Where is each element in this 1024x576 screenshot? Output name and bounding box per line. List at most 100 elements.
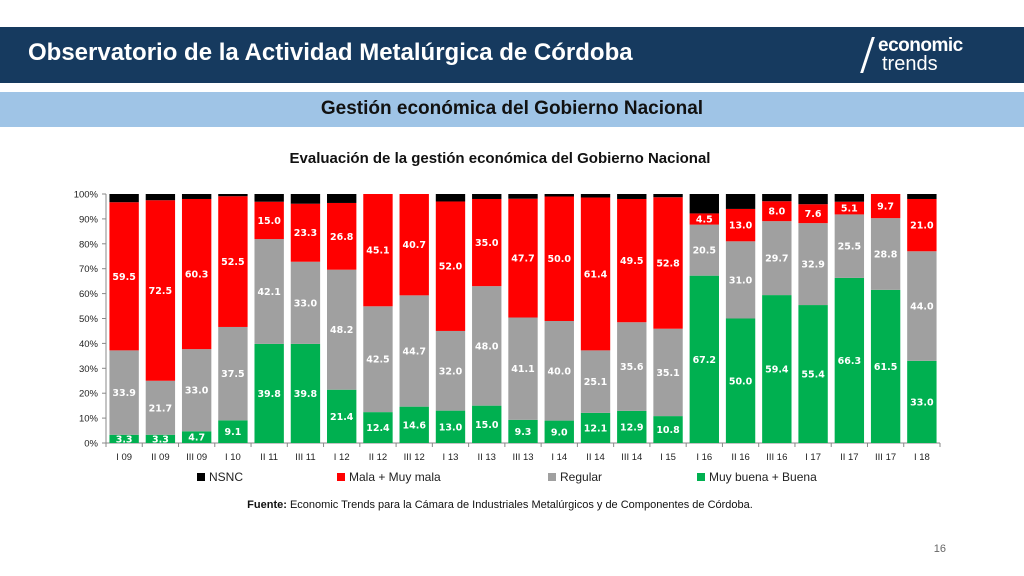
bar-segment: [399, 406, 429, 443]
bar-segment: [617, 194, 647, 199]
bar-segment: [798, 223, 828, 306]
data-label: 52.5: [221, 257, 244, 268]
bar-segment: [327, 389, 357, 443]
x-tick-label: III 12: [404, 452, 425, 463]
legend-label: NSNC: [209, 470, 243, 484]
data-label: 45.1: [366, 246, 389, 257]
data-label: 50.0: [729, 376, 753, 387]
data-label: 15.0: [257, 216, 281, 227]
bar-segment: [762, 201, 792, 222]
bar-segment: [181, 349, 212, 432]
bar-segment: [580, 350, 611, 413]
bar-segment: [653, 194, 683, 198]
data-label: 12.4: [366, 423, 390, 434]
bar-segment: [725, 208, 756, 242]
data-label: 32.0: [439, 366, 463, 377]
logo-line-2: trends: [882, 53, 938, 75]
data-label: 61.4: [584, 269, 608, 280]
bar-segment: [544, 320, 574, 421]
data-label: 4.5: [696, 215, 713, 226]
bar-segment: [109, 434, 139, 443]
data-label: 44.0: [910, 302, 934, 313]
page-number: 16: [933, 543, 946, 555]
bar-segment: [689, 213, 719, 225]
bar-segment: [109, 350, 139, 435]
bar-segment: [580, 197, 611, 351]
data-label: 49.5: [620, 256, 643, 267]
bar-segment: [290, 194, 321, 204]
bar-segment: [327, 202, 357, 270]
data-label: 12.1: [584, 423, 607, 434]
x-tick-label: I 18: [914, 452, 930, 463]
data-label: 10.8: [656, 425, 680, 436]
bar-segment: [254, 343, 284, 443]
bar-segment: [580, 412, 611, 443]
y-tick-label: 50%: [79, 314, 99, 325]
data-label: 52.8: [656, 258, 680, 269]
bar-segment: [834, 194, 865, 202]
legend-label: Mala + Muy mala: [349, 470, 441, 484]
data-label: 42.5: [366, 355, 389, 366]
bar-segment: [907, 194, 937, 199]
data-label: 35.6: [620, 362, 644, 373]
y-tick-label: 70%: [79, 264, 99, 275]
bar-segment: [290, 203, 321, 262]
bar-segment: [834, 201, 865, 215]
data-label: 25.5: [838, 242, 861, 253]
data-label: 29.7: [765, 254, 788, 265]
bar-segment: [653, 197, 683, 329]
data-label: 14.6: [402, 420, 426, 431]
y-tick-label: 90%: [79, 214, 99, 225]
data-label: 33.0: [294, 298, 318, 309]
bar-segment: [762, 194, 792, 202]
y-tick-label: 40%: [79, 339, 99, 350]
header-bar: Observatorio de la Actividad Metalúrgica…: [0, 27, 1024, 83]
bar-segment: [472, 198, 502, 287]
bar-segment: [435, 201, 466, 331]
data-label: 44.7: [402, 346, 425, 357]
data-label: 39.8: [294, 389, 318, 400]
data-label: 13.0: [729, 221, 753, 232]
x-tick-label: II 17: [840, 452, 859, 463]
bar-segment: [254, 194, 284, 202]
bar-segment: [544, 196, 574, 321]
x-tick-label: III 17: [875, 452, 896, 463]
bar-segment: [834, 277, 865, 443]
data-label: 21.0: [910, 221, 934, 232]
x-tick-label: II 11: [260, 452, 278, 463]
bar-segment: [145, 434, 176, 443]
bar-segment: [435, 410, 466, 443]
data-label: 42.1: [257, 287, 280, 298]
data-label: 41.1: [511, 364, 534, 375]
x-tick-label: I 15: [660, 452, 676, 463]
bar-segment: [218, 326, 248, 421]
bar-segment: [508, 194, 538, 199]
bar-segment: [254, 201, 284, 240]
bar-segment: [834, 214, 865, 278]
data-label: 4.7: [188, 433, 205, 444]
data-label: 47.7: [511, 254, 534, 265]
bar-segment: [762, 295, 792, 443]
data-label: 8.0: [768, 207, 785, 218]
data-label: 32.9: [801, 260, 824, 271]
bar-segment: [798, 305, 828, 443]
x-tick-label: III 14: [621, 452, 642, 463]
bar-segment: [327, 269, 357, 390]
data-label: 66.3: [838, 356, 861, 367]
data-label: 33.0: [185, 386, 209, 397]
data-label: 21.7: [149, 403, 172, 414]
x-tick-label: I 17: [805, 452, 821, 463]
x-tick-label: I 12: [334, 452, 350, 463]
bar-segment: [218, 194, 248, 197]
data-label: 26.8: [330, 232, 354, 243]
bar-segment: [363, 306, 393, 413]
y-tick-label: 0%: [84, 439, 98, 450]
data-label: 21.4: [330, 412, 354, 423]
bar-segment: [109, 194, 139, 203]
x-tick-label: III 09: [186, 452, 207, 463]
legend-swatch: [548, 473, 556, 481]
legend-label: Regular: [560, 470, 602, 484]
data-label: 20.5: [693, 246, 716, 257]
x-tick-label: I 10: [225, 452, 241, 463]
bar-segment: [798, 194, 828, 205]
